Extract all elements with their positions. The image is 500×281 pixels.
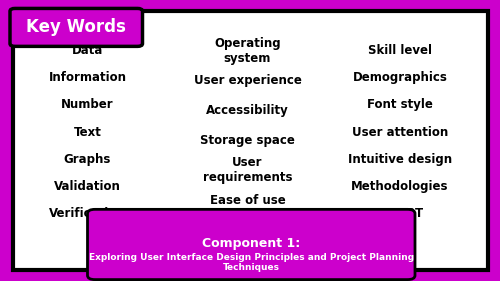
Text: Font style: Font style [367,98,433,111]
Text: User experience: User experience [194,74,302,87]
Text: Text: Text [74,126,102,139]
Text: Ease of use: Ease of use [210,194,286,207]
Text: Verification: Verification [49,207,126,220]
Text: Methodologies: Methodologies [351,180,449,193]
Text: Storage space: Storage space [200,134,295,147]
Text: Performance: Performance [205,224,290,237]
Text: Exploring User Interface Design Principles and Project Planning
Techniques: Exploring User Interface Design Principl… [88,253,414,273]
Text: Operating
system: Operating system [214,37,281,65]
Text: Validation: Validation [54,180,121,193]
Text: Accessibility: Accessibility [206,104,289,117]
Text: Skill level: Skill level [368,44,432,57]
Text: Demographics: Demographics [352,71,448,84]
Text: Information: Information [48,71,126,84]
Text: Component 1:: Component 1: [202,237,300,250]
FancyBboxPatch shape [88,209,415,280]
Text: User
requirements: User requirements [203,157,292,184]
Text: SMART: SMART [377,207,423,220]
Text: Intuitive design: Intuitive design [348,153,452,166]
FancyBboxPatch shape [10,8,142,46]
Text: User attention: User attention [352,126,448,139]
Text: Data: Data [72,44,103,57]
Text: Graphs: Graphs [64,153,111,166]
FancyBboxPatch shape [12,11,488,270]
Text: Key Words: Key Words [26,18,126,37]
Text: Number: Number [61,98,114,111]
